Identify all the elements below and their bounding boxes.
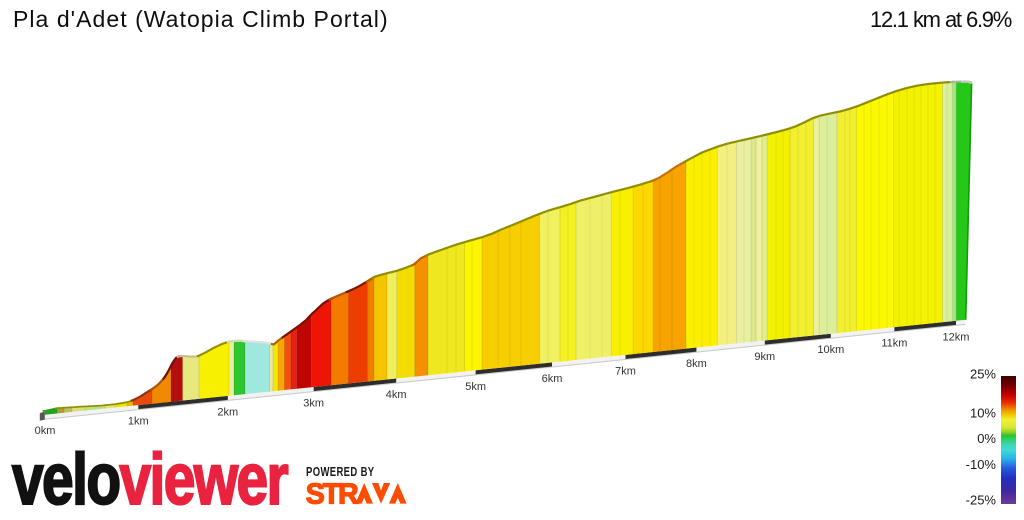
svg-text:7km: 7km [615,365,636,377]
svg-text:0km: 0km [35,425,56,437]
svg-text:STR: STR [306,480,358,508]
svg-text:12km: 12km [943,331,970,343]
svg-text:2km: 2km [217,406,238,418]
svg-text:-25%: -25% [966,493,997,508]
svg-text:9km: 9km [754,351,775,363]
svg-text:5km: 5km [465,381,486,393]
svg-text:25%: 25% [970,367,996,382]
svg-text:11km: 11km [881,338,907,350]
svg-text:3km: 3km [303,398,324,410]
svg-text:10km: 10km [817,344,844,356]
svg-text:4km: 4km [386,389,407,401]
svg-text:8km: 8km [686,358,707,370]
svg-text:1km: 1km [128,416,149,428]
svg-text:6km: 6km [542,373,563,385]
svg-text:10%: 10% [970,405,996,420]
svg-text:0%: 0% [977,431,996,446]
svg-text:-10%: -10% [966,457,997,472]
